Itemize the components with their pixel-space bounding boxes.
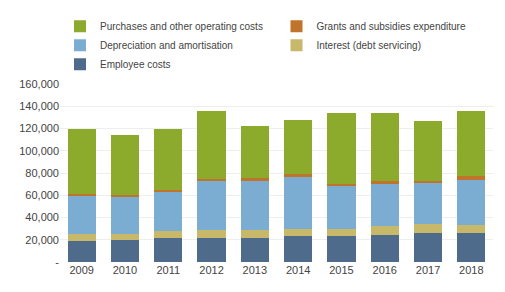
svg-text:2010: 2010 <box>113 264 137 276</box>
svg-text:2016: 2016 <box>373 264 397 276</box>
svg-text:2015: 2015 <box>329 264 353 276</box>
svg-text:Employee costs: Employee costs <box>100 59 171 70</box>
svg-text:Depreciation and amortisation: Depreciation and amortisation <box>100 40 233 51</box>
svg-text:20,000: 20,000 <box>25 234 59 246</box>
svg-text:140,000: 140,000 <box>19 100 59 112</box>
svg-text:Grants and subsidies expenditu: Grants and subsidies expenditure <box>317 21 466 32</box>
svg-text:100,000: 100,000 <box>19 145 59 157</box>
svg-text:2018: 2018 <box>459 264 483 276</box>
svg-text:60,000: 60,000 <box>25 189 59 201</box>
svg-text:Interest (debt servicing): Interest (debt servicing) <box>317 40 422 51</box>
svg-text:2012: 2012 <box>199 264 223 276</box>
svg-text:2014: 2014 <box>286 264 310 276</box>
svg-text:120,000: 120,000 <box>19 122 59 134</box>
svg-text:2017: 2017 <box>416 264 440 276</box>
svg-text:-: - <box>55 256 59 268</box>
svg-text:2011: 2011 <box>156 264 180 276</box>
svg-text:2009: 2009 <box>69 264 93 276</box>
svg-text:2013: 2013 <box>243 264 267 276</box>
svg-text:80,000: 80,000 <box>25 167 59 179</box>
svg-text:160,000: 160,000 <box>19 78 59 90</box>
svg-text:Purchases and other operating: Purchases and other operating costs <box>100 21 263 32</box>
svg-text:40,000: 40,000 <box>25 211 59 223</box>
